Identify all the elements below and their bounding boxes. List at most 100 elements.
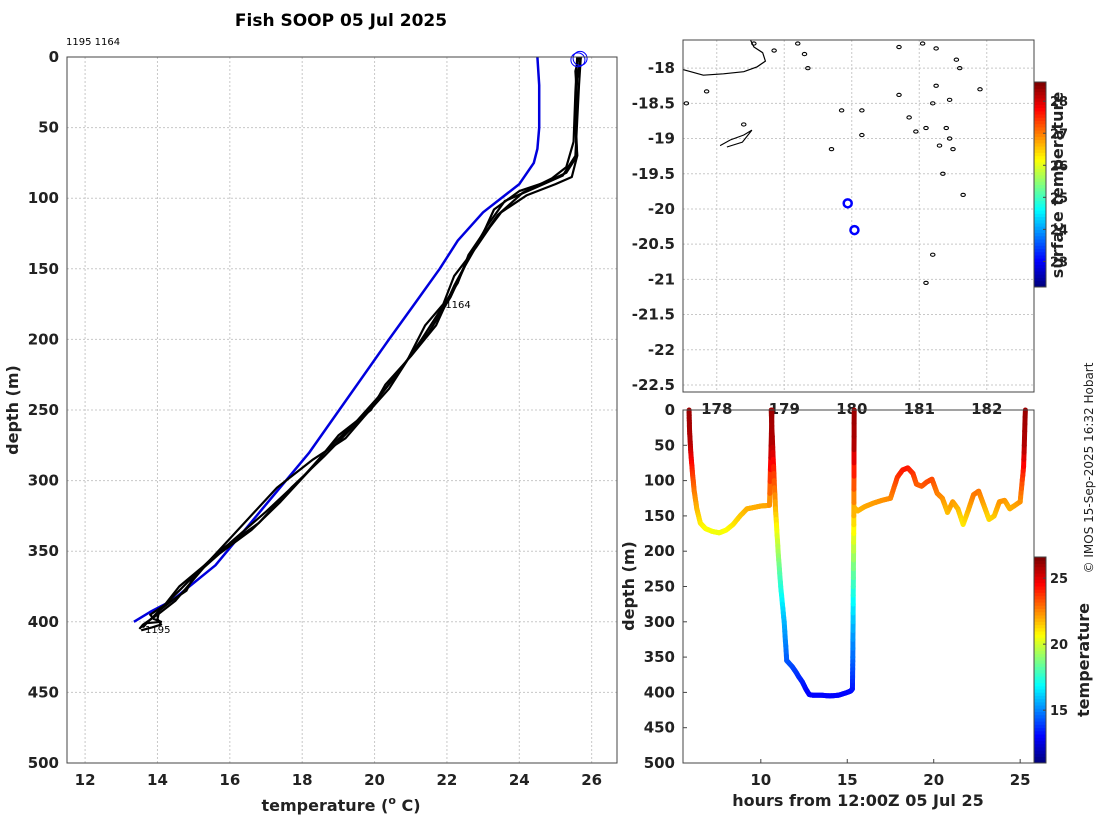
colorbar-tick-label: 20	[1050, 638, 1068, 653]
island	[805, 66, 811, 71]
island	[828, 146, 835, 152]
colorbar-segment	[1034, 242, 1046, 246]
colorbar-segment	[1034, 206, 1046, 211]
island	[859, 108, 865, 113]
colorbar-tick-label: 27	[1050, 127, 1068, 142]
colorbar-segment	[1034, 660, 1046, 664]
profile-x-tick-label: 22	[436, 771, 457, 789]
colorbar-segment	[1034, 708, 1046, 712]
island	[801, 51, 808, 57]
colorbar-segment	[1034, 563, 1046, 568]
colorbar-segment	[1034, 251, 1046, 256]
colorbar-frame	[1033, 81, 1047, 288]
time-y-tick-label: 300	[644, 613, 675, 631]
profile-y-axis-label: depth (m)	[3, 365, 22, 455]
colorbar-segment	[1034, 165, 1046, 169]
surface-temperature-colorbar: surface temperature 23 24 25 26 27 28	[1033, 81, 1068, 288]
colorbar-segment	[1034, 126, 1046, 131]
profile-x-tick-label: 12	[75, 771, 96, 789]
map-lon-tick-label: 180	[836, 400, 867, 418]
island	[929, 252, 936, 257]
colorbar-segment	[1034, 717, 1046, 722]
time-x-axis-label: hours from 12:00Z 05 Jul 25	[732, 791, 983, 810]
profile-y-tick-label: 200	[28, 330, 59, 348]
map-lat-tick-label: -18	[648, 59, 675, 77]
colorbar-segment	[1034, 605, 1046, 609]
colorbar-segment	[1034, 187, 1046, 192]
colorbar-segment	[1034, 235, 1046, 240]
colorbar-segment	[1034, 197, 1046, 202]
colorbar-segment	[1034, 737, 1046, 741]
profile-x-tick-label: 20	[364, 771, 385, 789]
island	[943, 125, 949, 131]
colorbar-segment	[1034, 653, 1046, 658]
profile-line	[142, 56, 579, 629]
colorbar-segment	[1034, 688, 1046, 693]
map-plot: 178 179 180 181 182 -18 -18.5 -19 -19.5 -20 -20.5 -…	[632, 39, 1035, 418]
island	[950, 146, 956, 152]
time-y-tick-label: 250	[644, 578, 675, 596]
colorbar-segment	[1034, 698, 1046, 703]
chart-title: Fish SOOP 05 Jul 2025	[235, 11, 447, 31]
island	[940, 171, 946, 176]
colorbar-segment	[1034, 104, 1046, 109]
surface-temperature-colorbar-label: surface temperature	[1048, 92, 1067, 279]
colorbar-segment	[1034, 158, 1046, 163]
colorbar-segment	[1034, 692, 1046, 696]
colorbar-segment	[1034, 82, 1046, 86]
island	[956, 66, 963, 71]
colorbar-segment	[1034, 743, 1046, 748]
temperature-colorbar: temperature 15 20 25	[1033, 556, 1093, 764]
colorbar-segment	[1034, 248, 1046, 253]
time-x-tick-label: 10	[750, 771, 771, 789]
colorbar-segment	[1034, 238, 1046, 243]
colorbar-segment	[1034, 656, 1046, 661]
time-depth-frame	[682, 409, 1035, 764]
colorbar-segment	[1034, 727, 1046, 732]
profile-y-tick-label: 150	[28, 260, 59, 278]
profile-y-tick-label: 450	[28, 683, 59, 701]
colorbar-segment	[1034, 270, 1046, 275]
island	[946, 136, 953, 141]
colorbar-segment	[1034, 277, 1046, 282]
colorbar-segment	[1034, 685, 1046, 690]
colorbar-segment	[1034, 136, 1046, 141]
colorbar-segment	[1034, 130, 1046, 134]
colorbar-segment	[1034, 190, 1046, 195]
colorbar-segment	[1034, 676, 1046, 680]
colorbar-segment	[1034, 746, 1046, 751]
colorbar-segment	[1034, 672, 1046, 677]
map-lon-tick-label: 179	[769, 400, 800, 418]
colorbar-segment	[1034, 101, 1046, 105]
map-lat-tick-label: -21.5	[632, 306, 675, 324]
colorbar-segment	[1034, 142, 1046, 147]
colorbar-segment	[1034, 589, 1046, 593]
colorbar-segment	[1034, 724, 1046, 729]
profile-id-label: 1195 1164	[66, 37, 120, 48]
profile-line	[140, 56, 582, 629]
colorbar-tick-label: 28	[1050, 95, 1068, 110]
profile-x-tick-label: 14	[147, 771, 168, 789]
colorbar-segment	[1034, 226, 1046, 230]
colorbar-segment	[1034, 759, 1046, 764]
island	[906, 115, 912, 120]
colorbar-segment	[1034, 640, 1046, 645]
map-frame	[682, 39, 1035, 393]
colorbar-tick-label: 26	[1050, 159, 1068, 174]
colorbar-segment	[1034, 174, 1046, 179]
island	[896, 92, 902, 98]
island	[923, 125, 929, 131]
island	[683, 101, 690, 106]
colorbar-tick-label: 23	[1050, 255, 1068, 270]
profile-line	[140, 56, 582, 632]
colorbar-tick-label: 25	[1050, 572, 1068, 587]
colorbar-segment	[1034, 576, 1046, 581]
colorbar-segment	[1034, 618, 1046, 622]
colorbar-segment	[1034, 155, 1046, 160]
island	[923, 280, 929, 286]
colorbar-segment	[1034, 682, 1046, 687]
colorbar-segment	[1034, 133, 1046, 137]
colorbar-segment	[1034, 110, 1046, 115]
colorbar-segment	[1034, 139, 1046, 144]
map-lon-tick-label: 181	[904, 400, 935, 418]
